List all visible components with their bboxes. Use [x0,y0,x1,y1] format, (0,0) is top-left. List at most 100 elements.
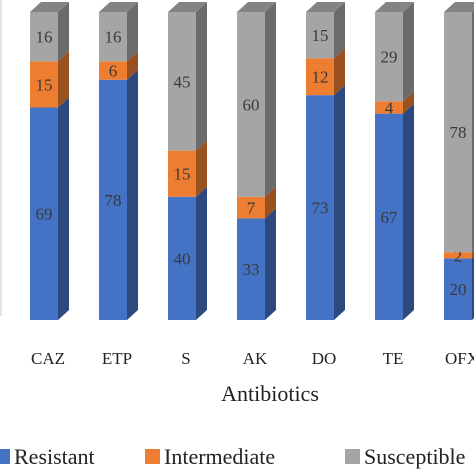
bar-segment-intermediate-ak: 7 [237,186,276,219]
legend-label: Resistant [14,444,95,469]
bar-front-face [444,12,472,253]
bar-front-face [375,12,403,102]
data-label: 15 [36,75,53,94]
bar-side-face [334,2,345,59]
bar-side-face [265,2,276,197]
legend-item-resistant: Resistant [0,444,95,469]
bar-segment-intermediate-etp: 6 [99,51,138,81]
bar-front-face [168,196,196,320]
data-label: 7 [247,199,256,218]
bar-side-face [58,97,69,320]
bar-front-face [99,61,127,80]
bar-front-face [99,79,127,320]
data-label: 15 [312,26,329,45]
data-label: 6 [109,62,118,81]
data-label: 73 [312,199,329,218]
data-label: 12 [312,68,329,87]
bar-segment-resistant-te: 67 [375,103,414,320]
x-axis-title: Antibiotics [221,381,319,406]
bar-front-face [306,12,334,59]
legend-swatch [0,449,10,464]
bar-front-face [306,58,334,96]
category-label: TE [383,349,404,368]
data-label: 60 [243,95,260,114]
bar-segment-intermediate-do: 12 [306,48,345,96]
bar-front-face [237,196,265,219]
bar-segment-resistant-do: 73 [306,85,345,320]
bar-front-face [444,258,472,320]
bar-front-face [237,218,265,320]
data-label: 16 [36,28,53,47]
data-label: 78 [105,191,122,210]
data-label: 20 [450,280,467,299]
bar-top-face [237,2,276,12]
bar-front-face [30,12,58,62]
data-label: 2 [454,246,463,265]
category-labels: CAZ ETP S AK DO TE OFX [31,349,474,368]
data-label: 15 [174,165,191,184]
bar-front-face [30,61,58,108]
bar-segment-susceptible-etp: 16 [99,2,138,62]
legend-item-intermediate: Intermediate [145,444,275,469]
bar-side-face [265,208,276,320]
bar-front-face [237,12,265,197]
legend: Resistant Intermediate Susceptible [0,444,465,469]
bar-side-face [127,51,138,80]
bar-segment-resistant-etp: 78 [99,69,138,320]
bar-side-face [403,91,414,114]
bar-side-face [196,186,207,320]
category-label: OFX [445,349,474,368]
bar-segment-susceptible-s: 45 [168,2,207,151]
legend-swatch [145,449,160,464]
bar-front-face [168,12,196,151]
bar-side-face [127,2,138,62]
category-label: AK [243,349,268,368]
bar-side-face [334,48,345,96]
legend-label: Susceptible [364,444,465,469]
data-label: 29 [381,48,398,67]
bar-top-face [444,2,474,12]
bar-segment-resistant-caz: 69 [30,97,69,320]
legend-label: Intermediate [164,444,275,469]
bar-side-face [403,103,414,320]
data-label: 69 [36,205,53,224]
bar-front-face [375,113,403,320]
category-label: CAZ [31,349,65,368]
bar-top-face [306,2,345,12]
bar-segment-susceptible-te: 29 [375,2,414,102]
bar-top-face [375,2,414,12]
bar-segment-susceptible-ofx: 78 [444,2,474,253]
bar-segment-resistant-ofx: 20 [444,256,474,320]
bar-side-face [127,69,138,320]
bar-side-face [58,51,69,108]
data-label: 33 [243,260,260,279]
bar-side-face [196,2,207,151]
data-label: 45 [174,72,191,91]
bar-segment-intermediate-caz: 15 [30,51,69,108]
category-label: ETP [102,349,132,368]
legend-swatch [345,449,360,464]
bar-segment-resistant-s: 40 [168,186,207,320]
bar-side-face [196,140,207,197]
bar-segment-intermediate-s: 15 [168,140,207,197]
bar-front-face [99,12,127,62]
bar-front-face [168,150,196,197]
bar-side-face [265,186,276,219]
bar-segment-resistant-ak: 33 [237,208,276,320]
bar-side-face [58,2,69,62]
bar-front-face [375,101,403,114]
bar-front-face [306,95,334,320]
data-label: 40 [174,249,191,268]
bar-segment-susceptible-caz: 16 [30,2,69,62]
bar-side-face [403,2,414,102]
bars-group: 69 15 16 78 6 16 40 15 45 33 7 60 73 12 15 67 4 29 20 2 78 [30,2,474,320]
bar-top-face [99,2,138,12]
data-label: 78 [450,123,467,142]
data-label: 4 [385,98,394,117]
bar-segment-susceptible-do: 15 [306,2,345,59]
data-label: 16 [105,28,122,47]
bar-top-face [30,2,69,12]
bar-front-face [444,252,472,259]
bar-side-face [334,85,345,320]
